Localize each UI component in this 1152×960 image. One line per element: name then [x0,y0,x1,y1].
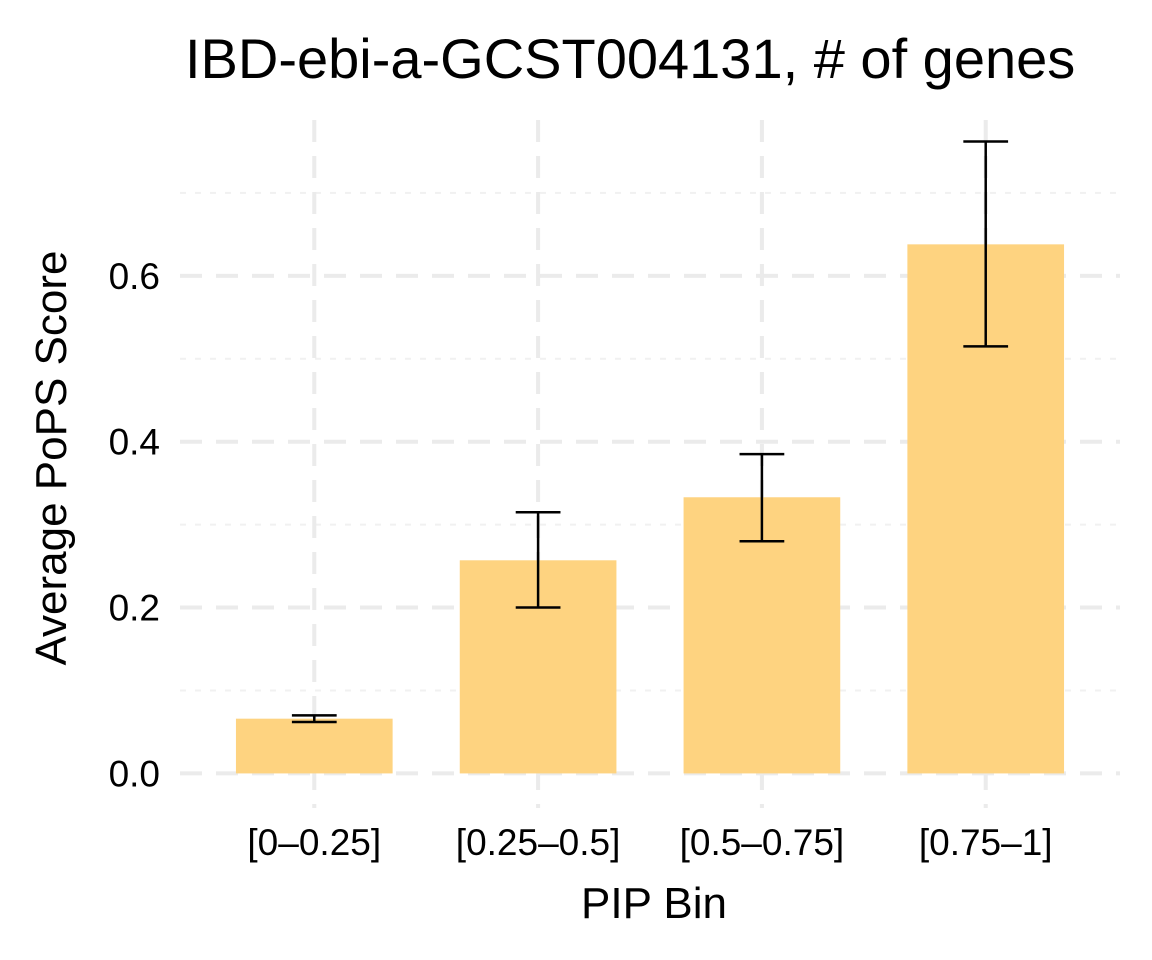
error-bar-0 [291,714,337,724]
error-bar-3 [963,140,1009,348]
bar-0 [235,718,393,774]
y-tick-label-0: 0.0 [109,753,160,794]
y-tick-labels: 0.0 0.2 0.4 0.6 [109,256,160,795]
bar-2 [683,497,841,774]
error-bar-2 [739,452,785,543]
y-axis-title: Average PoPS Score [27,251,76,666]
chart-title: IBD-ebi-a-GCST004131, # of genes [185,27,1075,90]
error-bars [291,140,1009,724]
x-tick-label-2: [0.5–0.75] [680,822,845,863]
y-tick-label-2: 0.4 [109,422,160,463]
x-tick-label-3: [0.75–1] [919,822,1053,863]
x-tick-label-1: [0.25–0.5] [456,822,621,863]
x-tick-label-0: [0–0.25] [247,822,381,863]
y-tick-label-1: 0.2 [109,588,160,629]
x-tick-labels: [0–0.25] [0.25–0.5] [0.5–0.75] [0.75–1] [247,822,1052,863]
bars [235,244,1065,774]
major-gridlines [180,120,1120,808]
y-tick-label-3: 0.6 [109,256,160,297]
x-axis-title: PIP Bin [581,879,727,928]
error-bar-1 [515,510,561,609]
